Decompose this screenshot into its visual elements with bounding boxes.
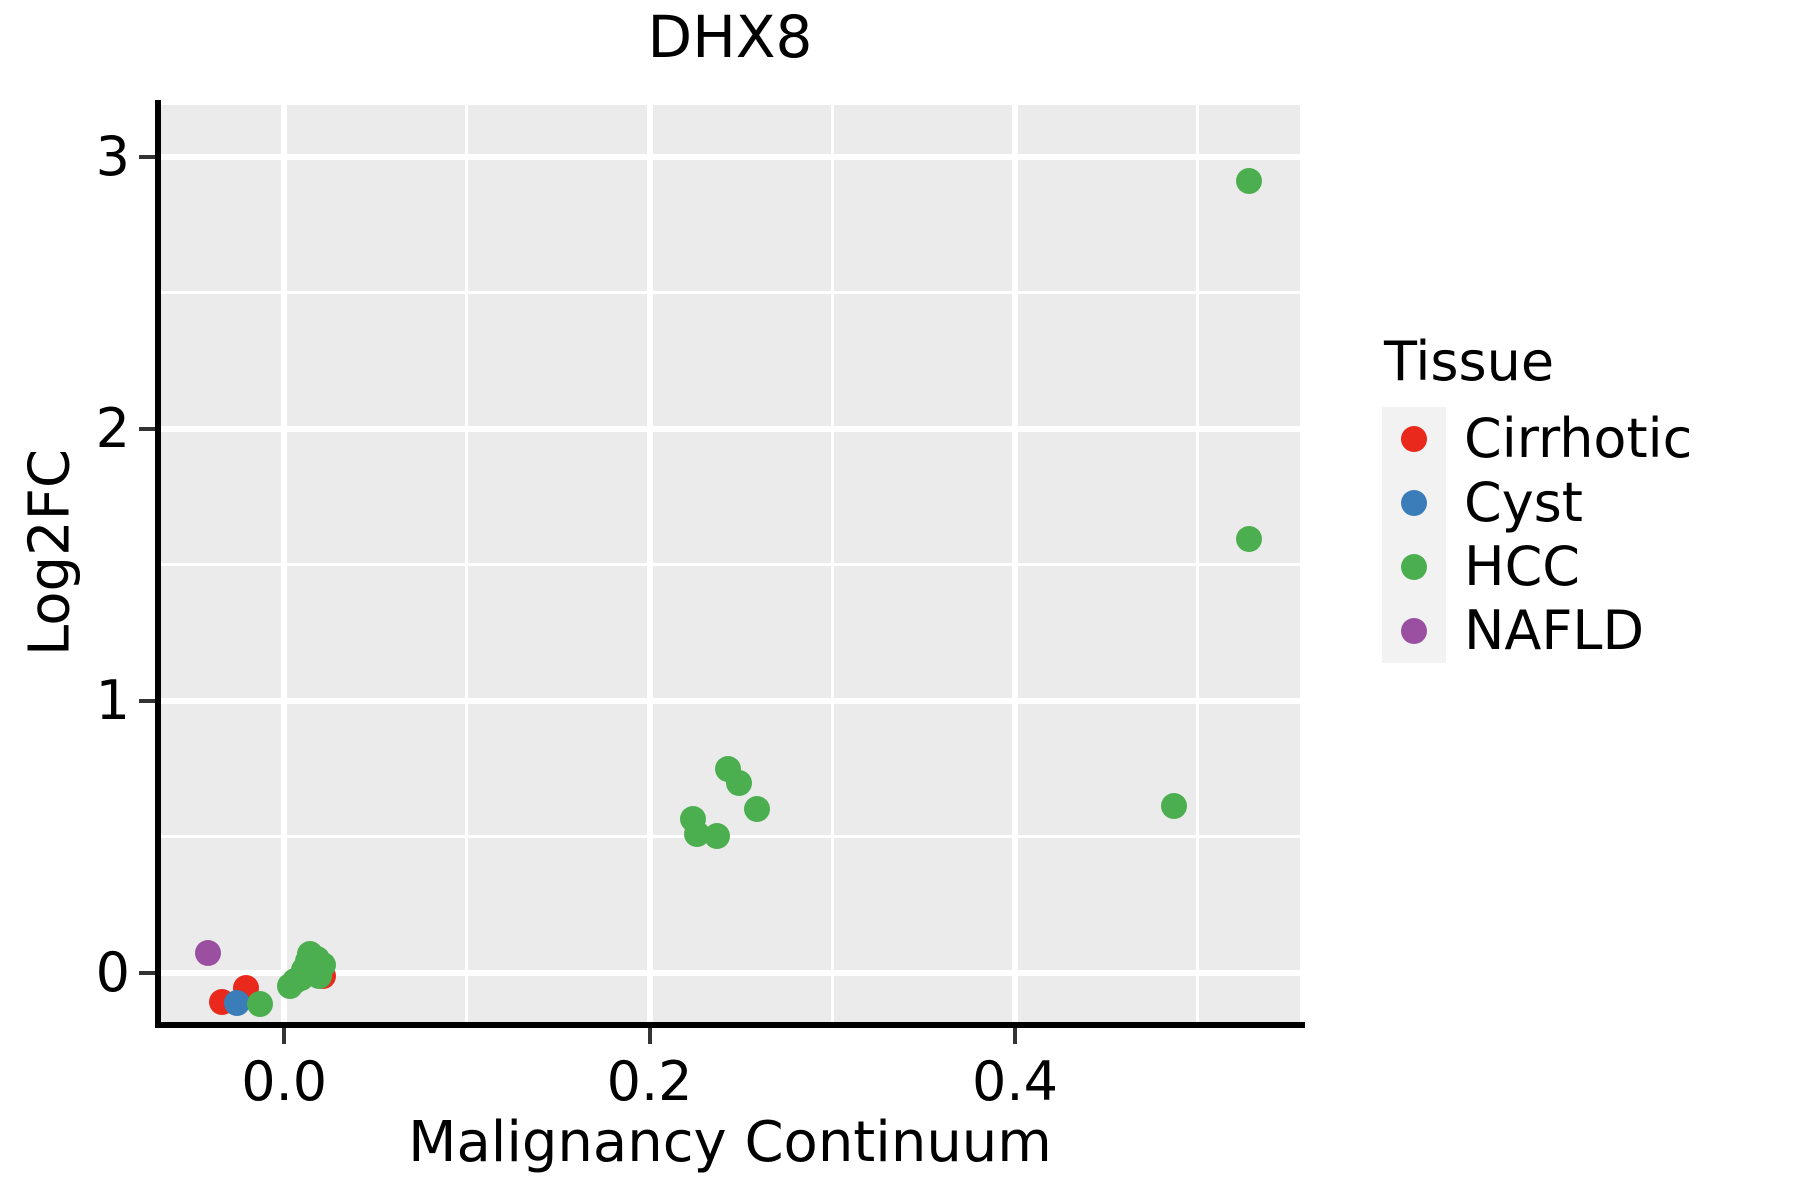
legend-item-label: HCC — [1464, 535, 1581, 598]
data-point-hcc — [247, 991, 274, 1018]
plot-panel — [100, 105, 1300, 1111]
legend-dot-icon — [1401, 490, 1427, 516]
gridline-horizontal-major — [160, 153, 1300, 160]
x-axis-tick-label: 0.0 — [241, 1050, 328, 1113]
x-axis-tick-label: 0.4 — [972, 1050, 1058, 1113]
x-axis-line — [155, 1022, 1305, 1028]
legend-item-label: NAFLD — [1464, 599, 1645, 662]
data-point-cyst — [223, 990, 250, 1017]
legend-item-cirrhotic[interactable]: Cirrhotic — [1370, 407, 1790, 471]
y-axis-tick — [139, 154, 155, 159]
gridline-horizontal-major — [160, 425, 1300, 432]
y-axis-line — [155, 100, 161, 1027]
page-title: DHX8 — [647, 3, 813, 71]
data-point-hcc — [309, 951, 336, 978]
data-point-hcc — [1160, 792, 1187, 819]
data-point-hcc — [1235, 168, 1262, 195]
gridline-vertical-minor — [100, 105, 104, 1022]
legend-items: Cirrhotic Cyst HCC NAFLD — [1370, 407, 1790, 663]
gridline-horizontal-minor — [160, 291, 1300, 295]
y-axis-tick-label: 3 — [95, 124, 130, 188]
legend-dot-icon — [1401, 426, 1427, 452]
legend-item-label: Cirrhotic — [1464, 407, 1693, 470]
y-axis-tick-label: 2 — [95, 396, 130, 460]
gridline-vertical-minor — [1196, 105, 1200, 1022]
legend-item-cyst[interactable]: Cyst — [1370, 471, 1790, 535]
legend-title: Tissue — [1384, 330, 1555, 393]
x-axis-tick — [1013, 1028, 1017, 1044]
data-point-hcc — [1235, 526, 1262, 552]
legend-item-label: Cyst — [1464, 471, 1583, 534]
y-axis-tick — [139, 971, 155, 976]
gridline-horizontal-major — [160, 970, 1300, 977]
gridline-horizontal-major — [160, 697, 1300, 704]
legend-item-hcc[interactable]: HCC — [1370, 535, 1790, 599]
gridline-vertical-minor — [465, 105, 469, 1022]
legend-dot-icon — [1401, 618, 1427, 644]
y-axis-tick-label: 1 — [95, 668, 130, 732]
gridline-horizontal-minor — [160, 1107, 1300, 1111]
x-axis-tick-label: 0.2 — [606, 1050, 693, 1113]
data-point-nafld — [194, 939, 221, 966]
gridline-horizontal-minor — [160, 563, 1300, 567]
x-axis-tick — [647, 1028, 652, 1044]
legend: Tissue Cirrhotic Cyst HCC NAFLD — [1370, 330, 1790, 663]
x-axis-title: Malignancy Continuum — [408, 1110, 1052, 1175]
legend-key-swatch — [1382, 599, 1446, 663]
data-point-hcc — [704, 822, 731, 849]
data-point-hcc — [726, 769, 753, 796]
x-axis-tick — [282, 1028, 287, 1044]
y-axis-title: Log2FC — [17, 449, 83, 656]
data-point-hcc — [744, 796, 771, 823]
gridline-horizontal-minor — [160, 835, 1300, 839]
y-axis-tick — [139, 698, 155, 703]
legend-key-swatch — [1382, 535, 1446, 599]
gridline-vertical-minor — [830, 105, 834, 1022]
y-axis-tick-label: 0 — [95, 941, 130, 1005]
y-axis-tick — [139, 426, 155, 431]
legend-item-nafld[interactable]: NAFLD — [1370, 599, 1790, 663]
legend-key-swatch — [1382, 471, 1446, 535]
legend-key-swatch — [1382, 407, 1446, 471]
legend-dot-icon — [1401, 554, 1427, 580]
